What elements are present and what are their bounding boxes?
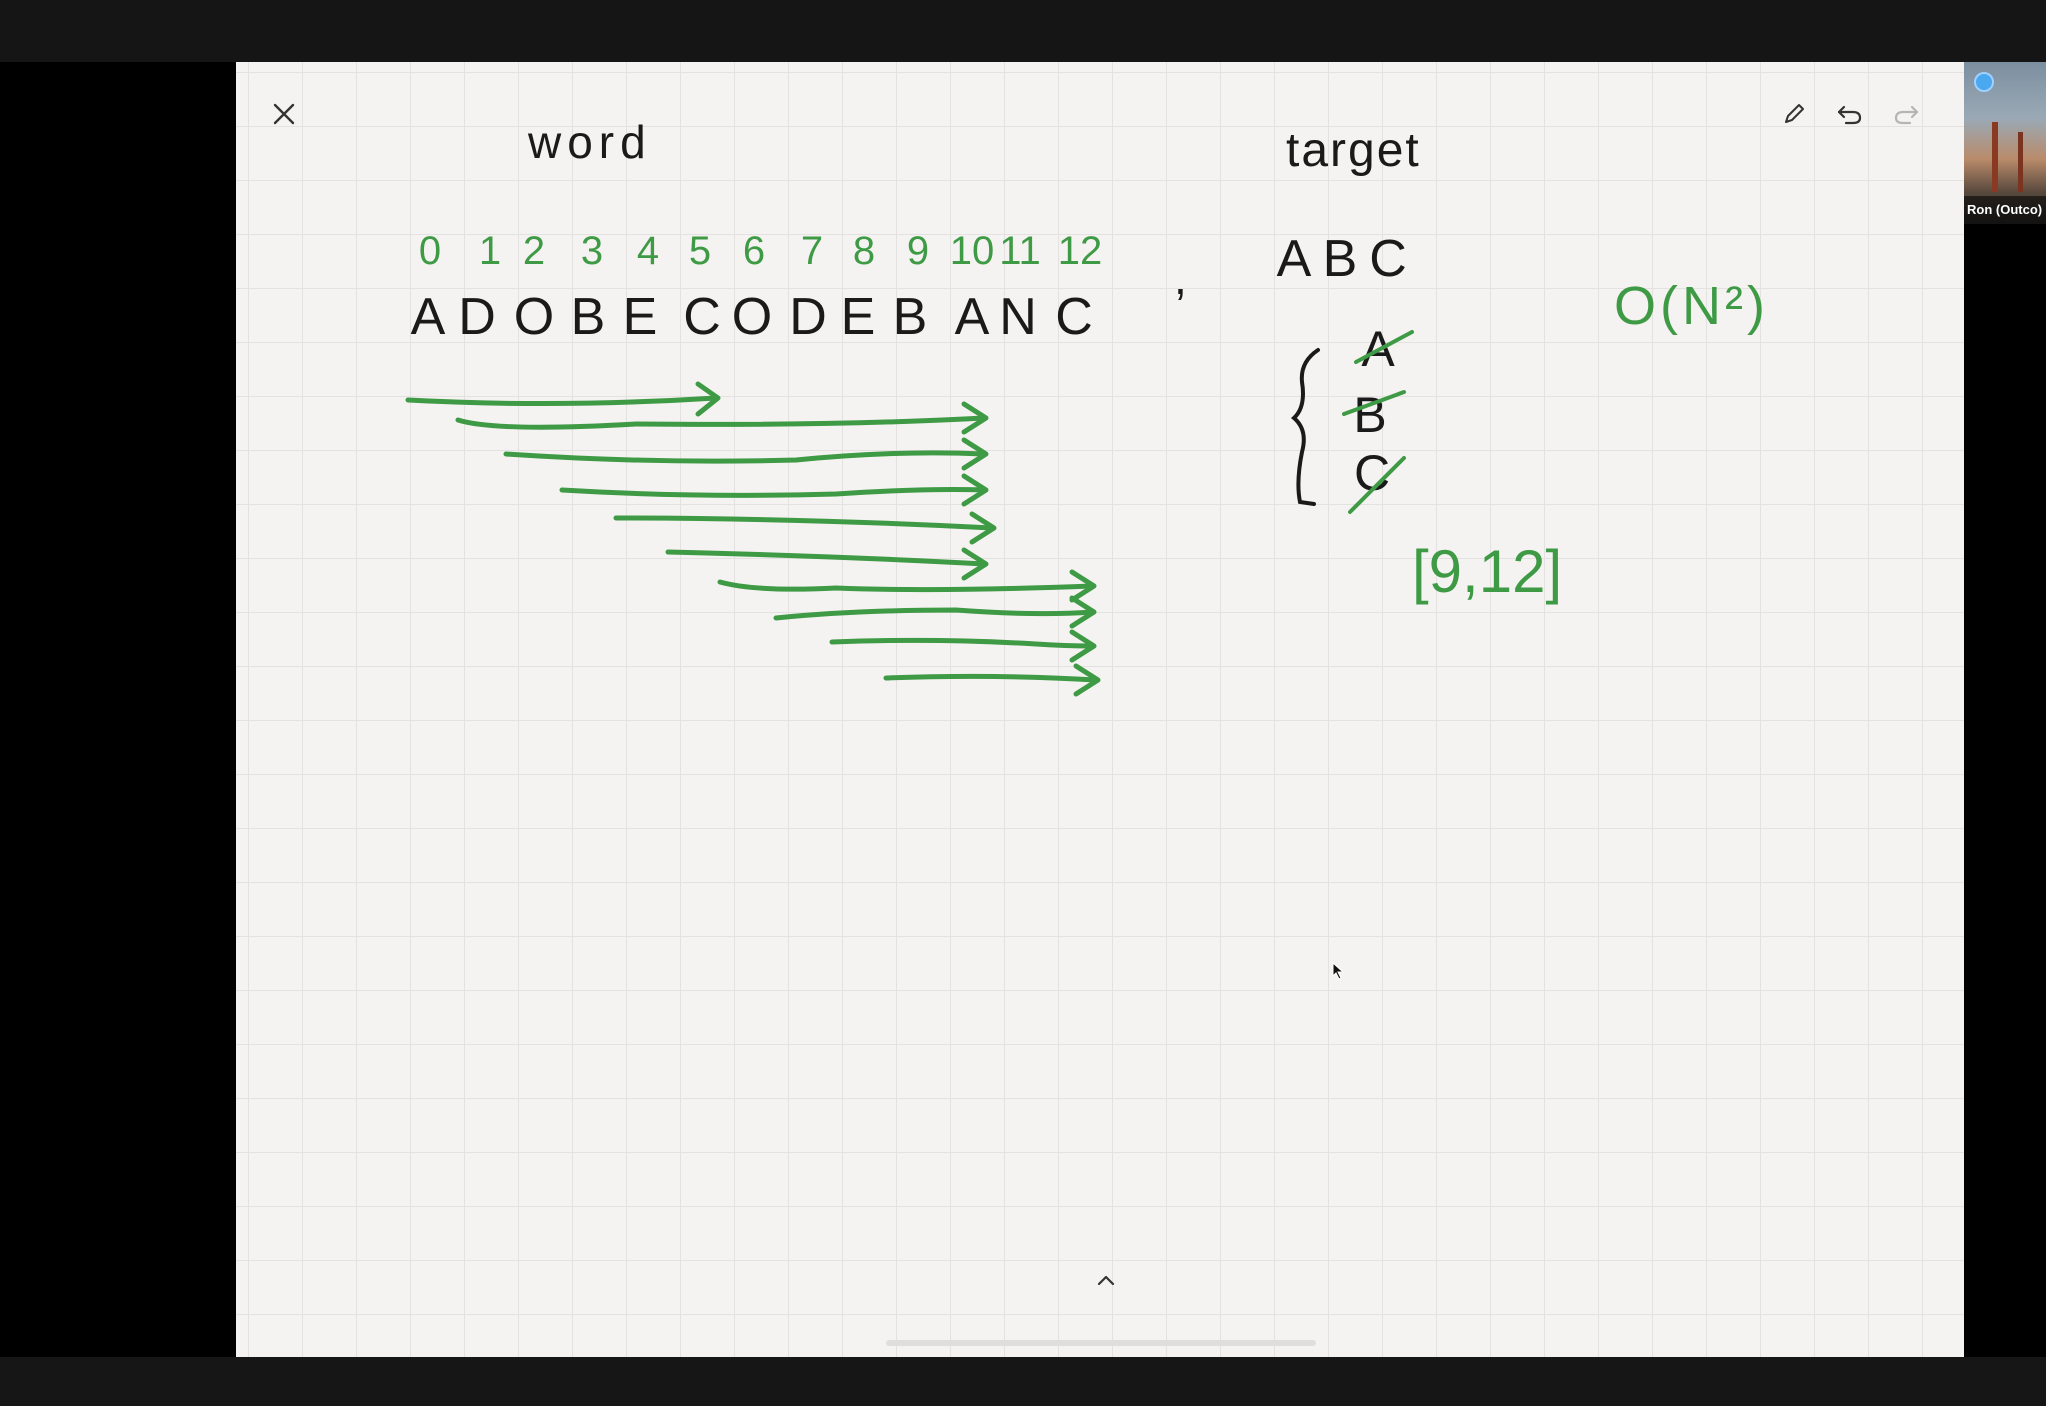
arrow-4 bbox=[559, 473, 989, 507]
strike-b bbox=[1342, 390, 1406, 416]
arrow-1 bbox=[405, 381, 721, 417]
set-brace bbox=[1290, 348, 1320, 506]
index-label-12: 12 bbox=[1058, 229, 1103, 273]
undo-icon bbox=[1837, 105, 1862, 125]
complexity-text: O(N²) bbox=[1614, 276, 1769, 336]
target-letter-1: B bbox=[1323, 230, 1358, 288]
word-label: word bbox=[527, 116, 652, 168]
participant-video-tile[interactable]: Ron (Outco) bbox=[1964, 62, 2046, 224]
index-label-5: 5 bbox=[689, 229, 711, 273]
set-row: ABC bbox=[1353, 321, 1395, 501]
result-text: [9,12] bbox=[1412, 538, 1562, 605]
word-letter-2: O bbox=[514, 288, 554, 346]
horizontal-scrollbar[interactable] bbox=[886, 1340, 1316, 1346]
word-letter-10: A bbox=[955, 288, 990, 346]
index-row: 0 1 2 3 4 5 6 7 8 9 10 11 12 bbox=[419, 229, 1102, 273]
undo-button[interactable] bbox=[1832, 96, 1868, 132]
close-button[interactable] bbox=[266, 96, 302, 132]
arrow-3 bbox=[503, 437, 989, 471]
index-label-8: 8 bbox=[853, 229, 875, 273]
target-label: target bbox=[1286, 124, 1421, 177]
set-letter-1: B bbox=[1353, 387, 1386, 443]
word-letter-11: N bbox=[999, 288, 1037, 346]
pen-icon bbox=[1785, 104, 1804, 123]
top-bar bbox=[0, 0, 2046, 62]
arrow-6 bbox=[665, 547, 989, 581]
chevron-up-icon bbox=[1097, 1275, 1115, 1286]
bottom-bar bbox=[0, 1357, 2046, 1406]
word-letter-5: C bbox=[683, 288, 721, 346]
index-label-9: 9 bbox=[907, 229, 929, 273]
word-letter-3: B bbox=[571, 288, 606, 346]
arrow-9 bbox=[829, 629, 1097, 663]
strike-a bbox=[1354, 330, 1414, 364]
mouse-cursor-icon bbox=[1332, 962, 1345, 980]
word-letter-9: B bbox=[893, 288, 928, 346]
participant-name: Ron (Outco) bbox=[1964, 196, 2046, 224]
target-letter-0: A bbox=[1277, 230, 1312, 288]
separator: , bbox=[1174, 252, 1187, 304]
status-indicator-icon bbox=[1974, 72, 1994, 92]
pen-button[interactable] bbox=[1776, 96, 1812, 132]
video-background-detail bbox=[2018, 132, 2023, 192]
index-label-1: 1 bbox=[479, 229, 501, 273]
index-label-4: 4 bbox=[637, 229, 659, 273]
strike-c bbox=[1348, 456, 1406, 514]
word-letter-4: E bbox=[623, 288, 658, 346]
arrow-2 bbox=[455, 401, 989, 435]
word-letter-7: D bbox=[789, 288, 827, 346]
close-icon bbox=[273, 103, 295, 125]
index-label-6: 6 bbox=[743, 229, 765, 273]
video-background bbox=[1992, 122, 1998, 192]
index-label-10: 10 bbox=[950, 229, 995, 273]
index-label-7: 7 bbox=[801, 229, 823, 273]
index-label-11: 11 bbox=[999, 229, 1041, 273]
word-letter-12: C bbox=[1055, 288, 1093, 346]
redo-button[interactable] bbox=[1888, 96, 1924, 132]
index-label-2: 2 bbox=[523, 229, 545, 273]
arrow-7 bbox=[717, 569, 1097, 603]
target-letter-2: C bbox=[1369, 230, 1407, 288]
window-arrows bbox=[405, 381, 1101, 697]
index-label-0: 0 bbox=[419, 229, 441, 273]
arrow-5 bbox=[613, 511, 997, 545]
arrow-10 bbox=[883, 663, 1101, 697]
word-letter-8: E bbox=[841, 288, 876, 346]
word-letter-0: A bbox=[411, 288, 446, 346]
arrow-8 bbox=[773, 595, 1097, 629]
word-letter-1: D bbox=[458, 288, 496, 346]
index-label-3: 3 bbox=[581, 229, 603, 273]
word-letter-6: O bbox=[732, 288, 772, 346]
expand-button[interactable] bbox=[1088, 1262, 1124, 1298]
redo-icon bbox=[1894, 105, 1919, 125]
